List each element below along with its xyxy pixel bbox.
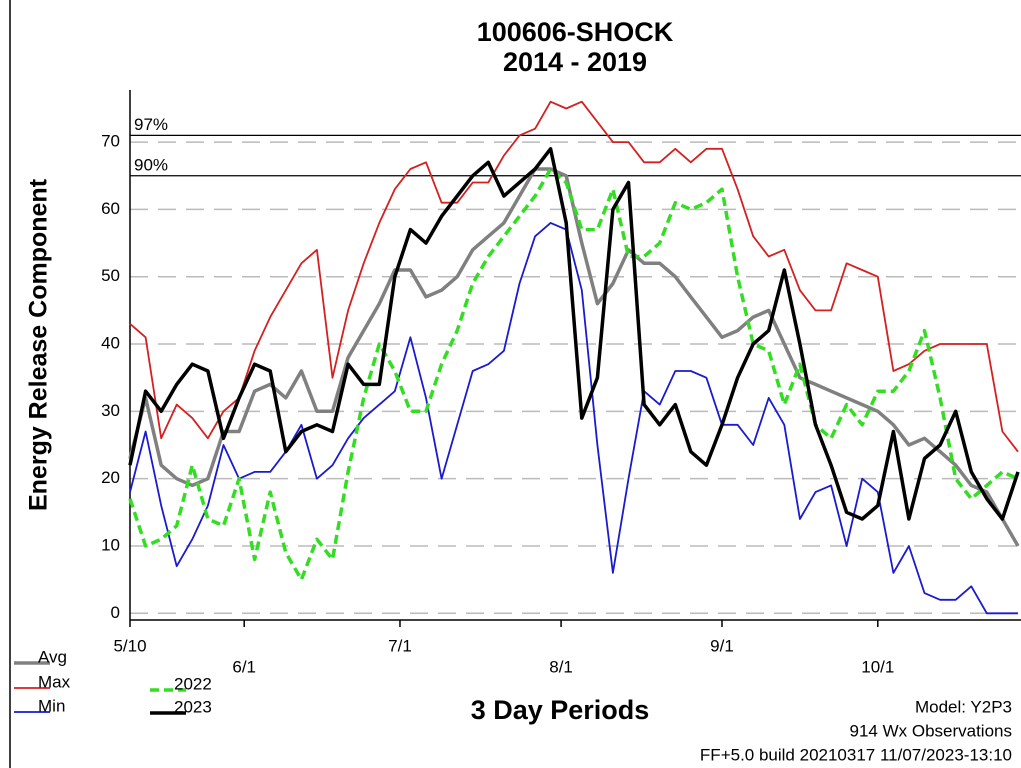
chart-title: 100606-SHOCK: [477, 17, 674, 47]
series-line: [128, 167, 1019, 582]
y-tick-label: 70: [101, 132, 120, 151]
chart-subtitle: 2014 - 2019: [503, 47, 647, 77]
annotation: 914 Wx Observations: [849, 721, 1012, 740]
x-tick-label: 6/1: [232, 657, 256, 676]
legend-label: 2022: [174, 674, 212, 693]
x-tick-label: 7/1: [388, 636, 412, 655]
x-axis-label: 3 Day Periods: [471, 695, 650, 725]
y-tick-label: 0: [111, 603, 120, 622]
y-axis-label: Energy Release Component: [25, 178, 53, 511]
x-tick-label: 10/1: [861, 657, 894, 676]
legend-label: Avg: [38, 647, 67, 666]
legend-label: Max: [38, 672, 71, 691]
y-tick-label: 30: [101, 401, 120, 420]
annotation: Model: Y2P3: [915, 697, 1012, 716]
y-tick-label: 50: [101, 266, 120, 285]
annotation: FF+5.0 build 20210317 11/07/2023-13:10: [700, 745, 1012, 764]
x-tick-label: 8/1: [549, 657, 573, 676]
series-line: [129, 100, 1019, 453]
y-tick-label: 10: [101, 535, 120, 554]
series-line: [129, 222, 1018, 615]
series-line: [128, 167, 1020, 547]
legend-label: 2023: [174, 697, 212, 716]
legend-label: Min: [38, 696, 65, 715]
y-tick-label: 20: [101, 468, 120, 487]
reference-label: 90%: [134, 155, 168, 174]
series-line: [128, 147, 1020, 521]
y-tick-label: 40: [101, 334, 120, 353]
y-tick-label: 60: [101, 199, 120, 218]
reference-label: 97%: [134, 115, 168, 134]
x-tick-label: 9/1: [710, 636, 734, 655]
x-tick-label: 5/10: [113, 636, 146, 655]
